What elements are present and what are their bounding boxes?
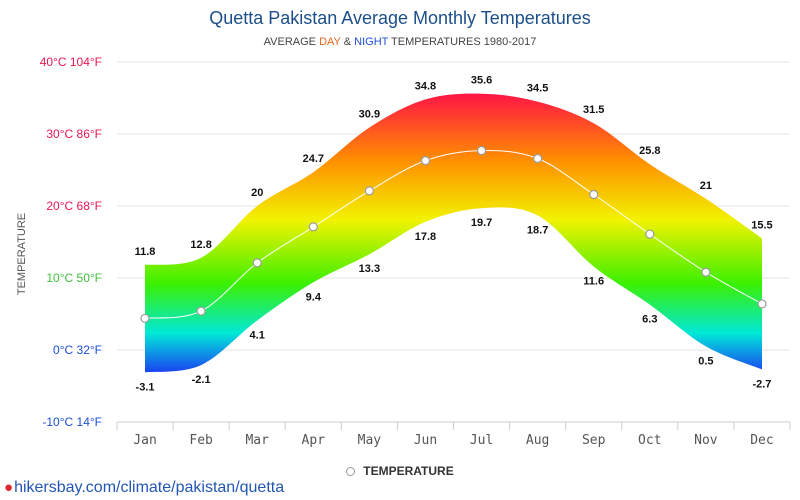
day-value-label: 24.7 xyxy=(303,153,324,165)
subtitle-suffix: TEMPERATURES 1980-2017 xyxy=(391,36,537,48)
x-tick-label: Jun xyxy=(414,433,437,448)
data-labels: 11.8 12.8 20 24.7 30.9 34.8 35.6 34.5 31.5 25.8 21… xyxy=(135,75,773,394)
night-value-label: 17.8 xyxy=(415,231,436,243)
axes: -10°C 14°F 0°C 32°F 10°C 50°F 20°C 68°F 30°C… xyxy=(16,55,791,448)
source-link-text: hikersbay.com/climate/pakistan/quetta xyxy=(14,479,285,496)
x-tick-label: Nov xyxy=(694,433,718,448)
night-value-label: 6.3 xyxy=(642,314,657,326)
night-value-label: 4.1 xyxy=(250,329,265,341)
night-value-label: 18.7 xyxy=(527,224,548,236)
legend-marker-icon xyxy=(346,467,356,476)
legend-label: TEMPERATURE xyxy=(363,464,454,478)
source-link[interactable]: ●hikersbay.com/climate/pakistan/quetta xyxy=(4,479,284,497)
chart-subtitle: AVERAGE DAY & NIGHT TEMPERATURES 1980-20… xyxy=(0,36,800,48)
night-value-label: 9.4 xyxy=(306,291,322,303)
temperature-point xyxy=(364,186,374,196)
night-value-label: 11.6 xyxy=(583,275,604,287)
y-axis-label: TEMPERATURE xyxy=(16,213,28,295)
temperature-point xyxy=(757,299,767,309)
x-tick-label: Feb xyxy=(189,433,213,448)
night-value-label: 13.3 xyxy=(359,263,380,275)
day-value-label: 12.8 xyxy=(190,239,211,251)
temperature-line xyxy=(140,145,767,323)
day-value-label: 15.5 xyxy=(751,219,772,231)
subtitle-prefix: AVERAGE xyxy=(263,36,317,48)
x-tick-label: May xyxy=(358,433,382,448)
temperature-point xyxy=(252,258,262,268)
x-tick-label: Jul xyxy=(470,433,493,448)
x-tick-label: Oct xyxy=(638,433,661,448)
temperature-point xyxy=(701,267,711,277)
temperature-point xyxy=(533,153,543,164)
x-tick-label: Aug xyxy=(526,433,549,448)
night-value-label: -2.7 xyxy=(752,378,771,390)
y-tick-label: -10°C 14°F xyxy=(42,415,102,429)
x-tick-label: Jan xyxy=(133,433,156,448)
legend: TEMPERATURE xyxy=(0,464,800,478)
day-value-label: 31.5 xyxy=(583,104,604,116)
day-value-label: 11.8 xyxy=(135,246,156,258)
subtitle-night: NIGHT xyxy=(354,36,389,48)
temperature-point xyxy=(645,229,655,239)
map-pin-icon: ● xyxy=(4,479,14,496)
temperature-point xyxy=(140,313,150,323)
x-tick-label: Mar xyxy=(245,433,269,448)
night-value-label: -2.1 xyxy=(192,374,211,386)
day-night-range-band xyxy=(145,93,762,373)
y-tick-label: 10°C 50°F xyxy=(46,271,102,285)
day-value-label: 20 xyxy=(251,187,263,199)
temperature-point xyxy=(196,306,206,316)
y-tick-label: 30°C 86°F xyxy=(46,127,102,141)
day-value-label: 30.9 xyxy=(359,109,380,121)
day-value-label: 34.5 xyxy=(527,83,548,95)
x-tick-label: Sep xyxy=(582,433,606,448)
temperature-range-area xyxy=(145,93,762,373)
day-value-label: 25.8 xyxy=(639,145,660,157)
day-value-label: 21 xyxy=(700,180,712,192)
day-value-label: 34.8 xyxy=(415,80,436,92)
night-value-label: -3.1 xyxy=(136,381,155,393)
y-tick-label: 40°C 104°F xyxy=(40,55,102,69)
subtitle-amp: & xyxy=(343,36,352,48)
y-tick-label: 0°C 32°F xyxy=(53,343,102,357)
night-value-label: 19.7 xyxy=(471,217,492,229)
subtitle-day: DAY xyxy=(319,36,341,48)
temperature-point xyxy=(308,222,318,232)
night-value-label: 0.5 xyxy=(698,355,713,367)
temperature-point xyxy=(476,145,487,156)
y-tick-label: 20°C 68°F xyxy=(46,199,102,213)
temperature-point xyxy=(420,156,431,166)
chart-title: Quetta Pakistan Average Monthly Temperat… xyxy=(209,8,591,28)
x-tick-label: Apr xyxy=(302,433,326,448)
day-value-label: 35.6 xyxy=(471,75,492,87)
temperature-point xyxy=(589,189,599,200)
x-tick-label: Dec xyxy=(750,433,773,448)
